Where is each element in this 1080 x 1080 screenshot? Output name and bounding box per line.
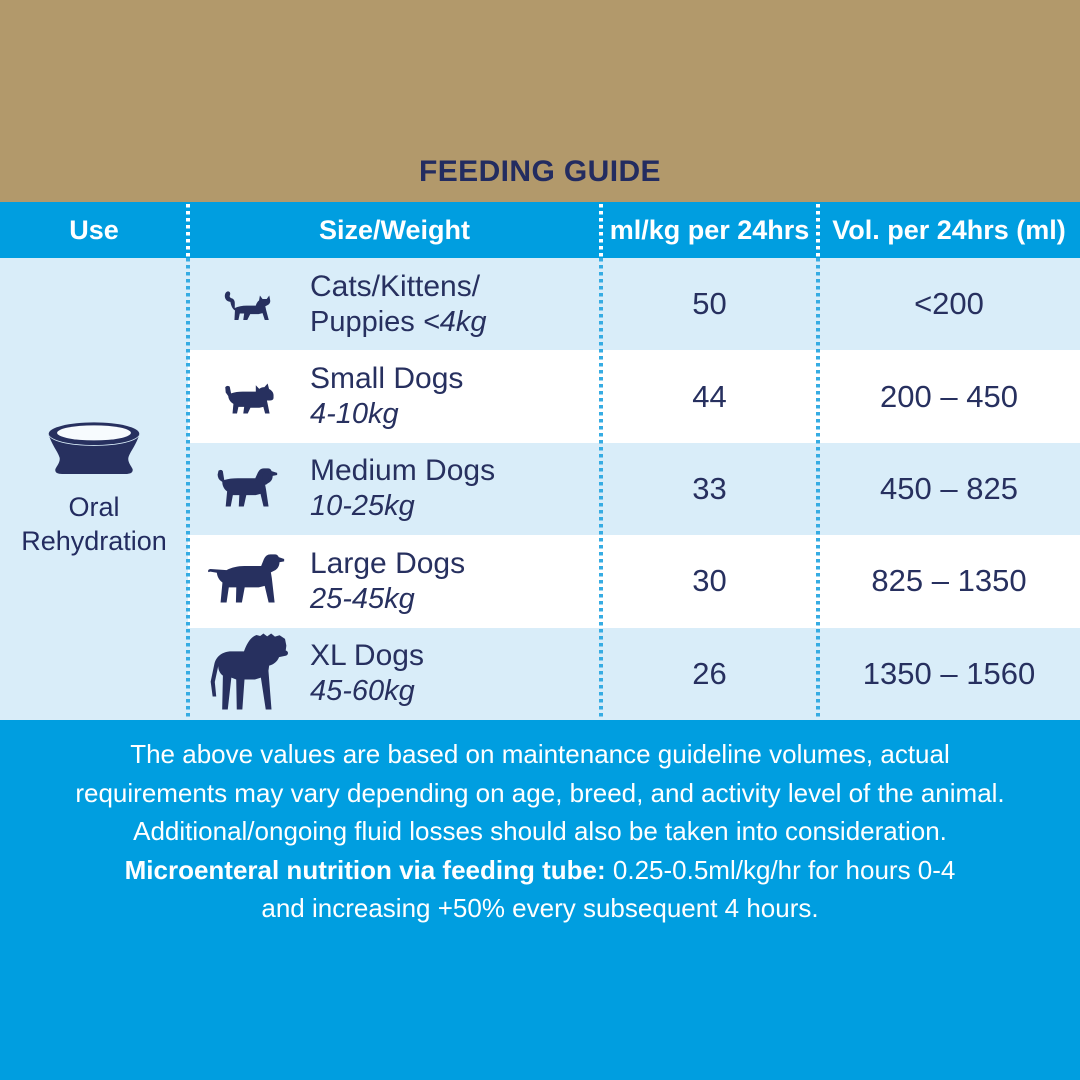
large-dog-icon (208, 554, 285, 603)
ml-per-kg-value: 44 (692, 378, 727, 414)
use-cell-oral-rehydration: Oral Rehydration (0, 258, 188, 720)
vol-per-24hrs-value: 200 – 450 (880, 378, 1018, 414)
animal-weight: 25-45kg (310, 582, 415, 615)
footnote-line-3: Additional/ongoing fluid losses should a… (133, 816, 947, 847)
tube-feeding-label: Microenteral nutrition via feeding tube: (124, 854, 606, 885)
cat-icon (224, 291, 271, 321)
medium-dog-icon (217, 468, 278, 507)
ml-per-kg-value: 26 (692, 655, 727, 691)
footnote-line-1: The above values are based on maintenanc… (130, 739, 950, 769)
column-divider (599, 202, 603, 720)
animal-name: Medium Dogs (310, 454, 496, 488)
table-row-xl-dogs: XL Dogs 45-60kg 26 1350 – 1560 (188, 627, 1080, 720)
use-label: Oral Rehydration (21, 490, 167, 558)
size-weight-cell: Medium Dogs 10-25kg (188, 443, 601, 535)
animal-name: Small Dogs (310, 362, 464, 396)
footnote-band: The above values are based on maintenanc… (0, 720, 1080, 1080)
animal-weight: 10-25kg (310, 490, 415, 523)
table-row-small-dogs: Small Dogs 4-10kg 44 200 – 450 (188, 350, 1080, 443)
ml-per-kg-value: 30 (692, 563, 727, 599)
xl-dog-icon (210, 633, 288, 710)
size-weight-cell: Cats/Kittens/ Puppies <4kg (188, 258, 601, 350)
animal-weight: Puppies <4kg (310, 305, 487, 338)
animal-name: Cats/Kittens/ (310, 269, 481, 303)
feeding-table: Use Size/Weight ml/kg per 24hrs Vol. per… (0, 202, 1080, 720)
table-header-use: Use (69, 214, 119, 245)
table-header-vol: Vol. per 24hrs (ml) (832, 214, 1066, 245)
table-rows: Cats/Kittens/ Puppies <4kg 50 <200 (188, 258, 1080, 720)
vol-per-24hrs-value: 450 – 825 (880, 470, 1018, 506)
table-row-large-dogs: Large Dogs 25-45kg 30 825 – 1350 (188, 535, 1080, 628)
table-body: Oral Rehydration Cats/Kittens/ (0, 258, 1080, 720)
footnote-line-4: Microenteral nutrition via feeding tube:… (0, 851, 1080, 890)
animal-weight: 4-10kg (310, 398, 399, 431)
animal-weight: 45-60kg (310, 675, 415, 708)
column-divider (816, 202, 820, 720)
top-band: FEEDING GUIDE (0, 0, 1080, 202)
size-weight-cell: Large Dogs 25-45kg (188, 535, 601, 627)
table-header-size-weight: Size/Weight (318, 214, 471, 245)
ml-per-kg-value: 50 (692, 286, 727, 322)
size-weight-cell: XL Dogs 45-60kg (188, 628, 601, 720)
table-header-row: Use Size/Weight ml/kg per 24hrs Vol. per… (0, 202, 1080, 258)
page-title: FEEDING GUIDE (419, 155, 661, 188)
table-row-medium-dogs: Medium Dogs 10-25kg 33 450 – 825 (188, 442, 1080, 536)
small-dog-icon (225, 383, 274, 414)
use-label-line1: Oral (68, 491, 120, 522)
size-weight-cell: Small Dogs 4-10kg (188, 350, 601, 442)
animal-name: Large Dogs (310, 546, 466, 580)
footnote-line-2: requirements may vary depending on age, … (75, 777, 1005, 808)
vol-per-24hrs-value: 1350 – 1560 (862, 655, 1036, 691)
footnote-line-5: and increasing +50% every subsequent 4 h… (261, 893, 819, 924)
table-header-ml-per-kg: ml/kg per 24hrs (609, 214, 810, 245)
vol-per-24hrs-value: 825 – 1350 (871, 563, 1027, 599)
bowl-icon (48, 421, 140, 474)
use-label-line2: Rehydration (21, 525, 167, 556)
vol-per-24hrs-value: <200 (914, 286, 984, 322)
tube-feeding-rate: 0.25-0.5ml/kg/hr for hours 0-4 (612, 854, 956, 885)
column-divider (186, 202, 190, 720)
table-row-cats-kittens-puppies: Cats/Kittens/ Puppies <4kg 50 <200 (188, 258, 1080, 351)
animal-name: XL Dogs (310, 639, 424, 673)
ml-per-kg-value: 33 (692, 470, 727, 506)
